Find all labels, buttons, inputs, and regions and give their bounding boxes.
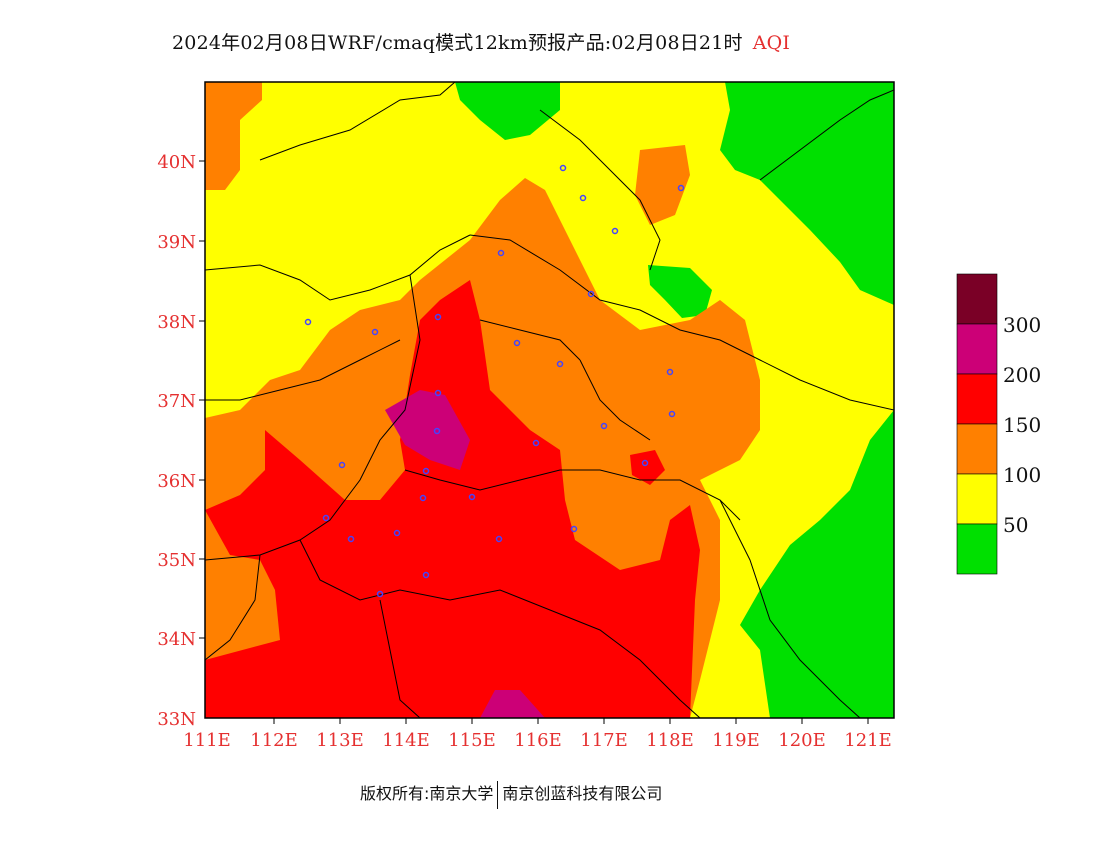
copyright-left: 版权所有:南京大学	[360, 784, 494, 803]
legend-swatch-150-200	[956, 373, 998, 425]
legend-swatch-50-100	[956, 473, 998, 525]
aqi-field	[205, 82, 894, 718]
city-markers	[304, 164, 685, 598]
lat-tick-label: 34N	[157, 629, 196, 650]
lon-tick-label: 117E	[580, 730, 628, 751]
legend-label: 200	[1003, 363, 1041, 387]
lat-tick-label: 33N	[157, 709, 196, 730]
aqi-band-below-50-bohai	[648, 265, 712, 318]
aqi-legend: 300 200 150 100 50	[956, 273, 1041, 575]
lon-tick-label: 112E	[250, 730, 298, 751]
lon-tick-label: 116E	[514, 730, 562, 751]
lat-tick-label: 39N	[157, 232, 196, 253]
aqi-band-150-200-main	[205, 280, 700, 718]
title-main: 2024年02月08日WRF/cmaq模式12km预报产品:02月08日21时	[172, 32, 743, 54]
legend-swatch-100-150	[956, 423, 998, 475]
legend-label: 50	[1003, 513, 1028, 537]
legend-label: 150	[1003, 413, 1041, 437]
lat-tick-label: 35N	[157, 550, 196, 571]
legend-label: 300	[1003, 313, 1041, 337]
lat-tick-label: 36N	[157, 471, 196, 492]
lon-tick-label: 118E	[646, 730, 694, 751]
footer-divider	[497, 780, 499, 809]
aqi-band-150-200-east	[630, 450, 665, 485]
boundary-lines	[205, 82, 894, 718]
lon-tick-label: 120E	[778, 730, 826, 751]
lon-tick-label: 113E	[316, 730, 364, 751]
lat-axis: 40N 39N 38N 37N 36N 35N 34N 33N	[157, 152, 205, 730]
legend-label: 100	[1003, 463, 1041, 487]
copyright-footer: 版权所有:南京大学 南京创蓝科技有限公司	[360, 780, 662, 809]
legend-swatch-200-300	[956, 323, 998, 375]
aqi-band-100-150-northwest	[205, 82, 262, 190]
lon-tick-label: 121E	[844, 730, 892, 751]
aqi-band-200-300-north	[385, 390, 470, 470]
legend-swatch-above-300	[956, 273, 998, 325]
legend-swatch-below-50	[956, 523, 998, 575]
aqi-band-below-50-north	[455, 82, 560, 140]
aqi-band-100-150-north	[635, 145, 690, 225]
lat-tick-label: 37N	[157, 391, 196, 412]
aqi-band-below-50-southeast	[740, 410, 894, 718]
title-variable: AQI	[752, 32, 791, 54]
lon-tick-label: 111E	[183, 730, 231, 751]
lat-tick-label: 38N	[157, 312, 196, 333]
copyright-right: 南京创蓝科技有限公司	[502, 784, 663, 803]
aqi-band-200-300-south	[480, 690, 545, 718]
lon-axis: 111E 112E 113E 114E 115E 116E 117E 118E …	[183, 718, 892, 751]
lon-tick-label: 119E	[712, 730, 760, 751]
map-title: 2024年02月08日WRF/cmaq模式12km预报产品:02月08日21时 A…	[0, 28, 1100, 55]
lon-tick-label: 114E	[382, 730, 430, 751]
lat-tick-label: 40N	[157, 152, 196, 173]
aqi-band-below-50-northeast	[720, 82, 894, 305]
lon-tick-label: 115E	[448, 730, 496, 751]
